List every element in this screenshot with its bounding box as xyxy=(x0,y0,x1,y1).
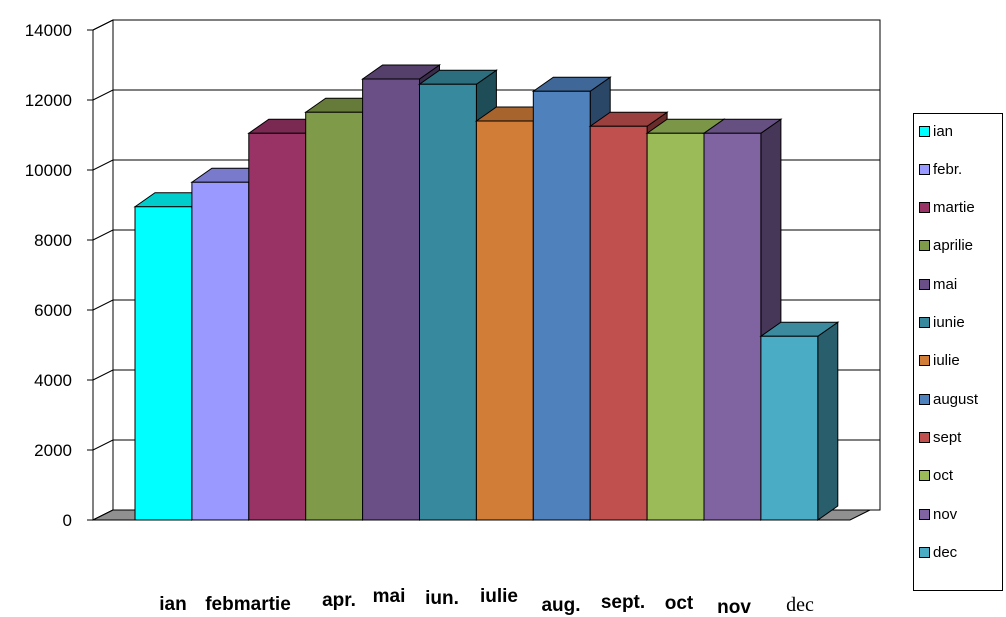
legend-swatch xyxy=(919,431,930,443)
gridline-side xyxy=(92,19,114,31)
legend-label: august xyxy=(933,390,979,408)
gridline-side xyxy=(92,369,114,381)
legend-label: aprilie xyxy=(933,237,974,255)
legend-item: nov xyxy=(919,504,957,524)
legend-swatch xyxy=(919,278,930,290)
legend-label: sept xyxy=(933,428,962,446)
legend-item: mai xyxy=(919,274,957,294)
legend-swatch xyxy=(919,393,930,405)
legend-label: dec xyxy=(933,543,958,561)
x-tick-label: apr. xyxy=(322,590,356,611)
legend-label: mai xyxy=(933,275,958,293)
x-tick-label: aug. xyxy=(541,595,580,616)
legend-item: dec xyxy=(919,542,957,562)
y-tick-label: 6000 xyxy=(34,301,72,320)
y-tick-label: 0 xyxy=(63,511,72,530)
x-tick-label: nov xyxy=(717,597,751,617)
legend-item: iunie xyxy=(919,313,965,333)
legend-item: iulie xyxy=(919,351,960,371)
x-tick-label: febmartie xyxy=(205,594,291,615)
legend-swatch xyxy=(919,470,930,482)
legend-swatch xyxy=(919,202,930,214)
legend-item: august xyxy=(919,389,978,409)
gridline-side xyxy=(92,299,114,311)
legend-swatch xyxy=(919,546,930,558)
legend-item: aprilie xyxy=(919,236,973,256)
x-tick-label: ian xyxy=(159,594,186,615)
legend-swatch xyxy=(919,317,930,328)
legend-label: nov xyxy=(933,505,958,523)
x-tick-label: iulie xyxy=(480,586,518,607)
gridline-side xyxy=(92,229,114,241)
gridline-side xyxy=(92,89,114,101)
x-tick-label: iun. xyxy=(425,588,459,609)
y-tick-label: 2000 xyxy=(34,441,72,460)
legend-label: ian xyxy=(933,122,954,140)
x-tick-label: sept. xyxy=(601,592,645,613)
legend-swatch xyxy=(919,163,930,175)
legend-swatch xyxy=(919,508,930,520)
bar-dec xyxy=(759,321,840,521)
legend-label: iulie xyxy=(933,352,960,370)
legend-label: iunie xyxy=(933,314,965,331)
legend-item: febr. xyxy=(919,159,962,179)
legend-item: sept xyxy=(919,427,961,447)
x-tick-label: mai xyxy=(373,586,406,607)
legend-item: martie xyxy=(919,198,975,218)
y-tick-label: 14000 xyxy=(25,21,72,40)
legend-label: febr. xyxy=(933,160,963,178)
gridline-side xyxy=(92,159,114,171)
legend-label: oct xyxy=(933,467,954,485)
gridline-side xyxy=(92,439,114,451)
y-tick-label: 10000 xyxy=(25,161,72,180)
legend-swatch xyxy=(919,355,930,367)
legend-label: martie xyxy=(933,199,975,217)
y-tick-label: 8000 xyxy=(34,231,72,250)
legend-swatch xyxy=(919,240,930,252)
chart-legend: ian febr. martie aprilie mai iunie iulie august… xyxy=(913,113,1003,591)
legend-item: ian xyxy=(919,121,953,141)
x-tick-label: dec xyxy=(786,594,814,616)
legend-swatch xyxy=(919,125,930,137)
x-tick-label: oct xyxy=(665,593,694,614)
y-tick-label: 4000 xyxy=(34,371,72,390)
y-tick-label: 12000 xyxy=(25,91,72,110)
legend-item: oct xyxy=(919,466,953,486)
